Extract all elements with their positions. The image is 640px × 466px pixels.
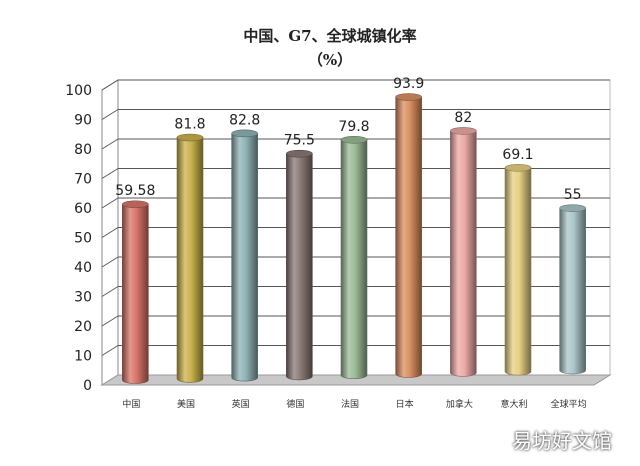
bar-top [450,127,477,135]
data-label: 81.8 [174,116,205,132]
bar [122,203,149,384]
data-label: 55 [564,187,582,203]
y-tick-label: 10 [74,349,92,365]
bar [395,96,422,378]
bar [231,133,258,382]
bar-top [559,204,586,212]
x-tick-label: 日本 [396,398,414,410]
y-tick-label: 30 [74,290,92,306]
data-label: 69.1 [502,147,533,163]
gridline-side [101,79,119,91]
bar [176,137,204,383]
x-tick-label: 中国 [122,398,140,410]
x-tick-label: 意大利 [500,398,527,410]
gridline-side [101,345,119,356]
x-tick-label: 加拿大 [446,398,473,410]
gridline-side [101,197,119,209]
gridline-side [101,227,119,238]
bar-top [176,133,204,142]
data-label: 79.8 [338,119,369,135]
bar [559,207,586,375]
y-tick-label: 0 [83,378,92,394]
y-tick-label: 70 [74,172,92,188]
bar [340,139,368,379]
bar [504,167,532,376]
plot-area: 0 10 20 30 40 50 60 70 80 90 100 59.58 中国 81.8 美国 82.8 英… [65,76,612,410]
bar-top [286,149,313,158]
bar-top [122,200,149,209]
x-tick-label: 德国 [286,398,304,410]
y-tick-label: 80 [74,142,92,158]
y-tick-label: 90 [74,113,92,129]
gridline-side [101,138,119,150]
gridline-side [101,168,119,179]
gridline-side [101,286,119,297]
bar-top [395,93,422,101]
y-tick-label: 100 [65,83,92,99]
gridline-side [101,109,119,120]
y-tick-label: 50 [74,231,92,247]
gridline-side [101,256,119,268]
x-tick-label: 全球平均 [551,398,587,410]
data-label: 93.9 [393,76,424,92]
chart-subtitle: （%） [308,51,352,69]
data-label: 82.8 [229,112,260,128]
floor [100,374,612,386]
bar-top [340,135,368,144]
bar [286,153,313,381]
x-tick-label: 美国 [177,398,195,410]
watermark-logo: 易坊好文馆 [512,429,612,453]
bar-top [504,163,532,172]
y-tick-label: 60 [74,201,92,217]
data-label: 59.58 [115,183,155,199]
gridline-side [101,315,119,327]
chart-title: 中国、G7、全球城镇化率 [243,27,416,45]
data-label: 82 [454,110,472,126]
bar [450,130,477,377]
y-tick-label: 20 [74,319,92,335]
bar-top [231,129,258,138]
x-tick-label: 英国 [232,398,250,410]
x-tick-label: 法国 [341,398,359,410]
data-label: 75.5 [284,133,315,149]
y-tick-label: 40 [74,260,92,276]
